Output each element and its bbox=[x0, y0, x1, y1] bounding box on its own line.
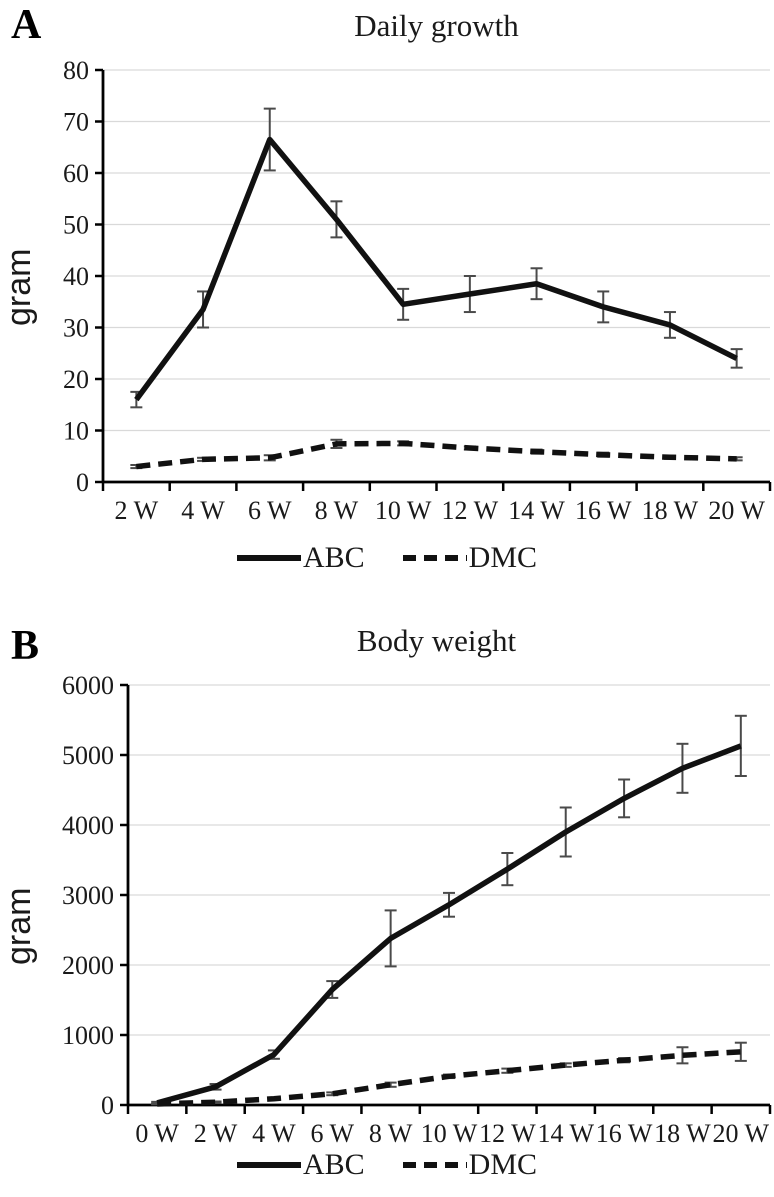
y-tick-label: 1000 bbox=[62, 1021, 114, 1050]
legend-daily-growth: ABC DMC bbox=[0, 543, 774, 573]
x-tick-label: 2 W bbox=[115, 496, 159, 525]
legend-label-abc: ABC bbox=[302, 1148, 365, 1181]
y-tick-label: 0 bbox=[101, 1091, 114, 1120]
x-tick-label: 10 W bbox=[375, 496, 432, 525]
legend-entry-dmc: DMC bbox=[402, 541, 538, 574]
chart-title-body-weight: Body weight bbox=[356, 623, 517, 658]
x-tick-label: 8 W bbox=[315, 496, 359, 525]
panel-daily-growth: A Daily growth gram 0 10 20 30 40 50 60 70 80 2 W… bbox=[0, 0, 774, 598]
x-tick-label: 2 W bbox=[194, 1119, 238, 1148]
panel-letter-b: B bbox=[11, 623, 40, 669]
series-line-dmc bbox=[157, 1049, 741, 1107]
legend-entry-abc: ABC bbox=[236, 541, 365, 574]
abc-solid-line-sample bbox=[236, 1162, 301, 1168]
chart-title-daily-growth: Daily growth bbox=[354, 8, 519, 43]
legend-body-weight: ABC DMC bbox=[0, 1150, 774, 1180]
x-tick-label: 14 W bbox=[508, 496, 565, 525]
y-tick-label: 6000 bbox=[62, 671, 114, 700]
body-weight-plot: 0 1000 2000 3000 4000 5000 6000 0 W 2 W 4 W 6 W 8 W… bbox=[62, 671, 772, 1148]
panel-letter-a: A bbox=[11, 2, 42, 48]
dmc-dashed-line-sample bbox=[402, 1162, 467, 1168]
x-tick-label: 6 W bbox=[248, 496, 292, 525]
y-tick-label: 4000 bbox=[62, 811, 114, 840]
x-tick-label: 12 W bbox=[479, 1119, 536, 1148]
x-tick-label: 12 W bbox=[442, 496, 499, 525]
x-tick-label: 20 W bbox=[713, 1119, 770, 1148]
y-tick-label: 60 bbox=[63, 159, 89, 188]
legend-entry-abc: ABC bbox=[236, 1148, 365, 1181]
x-tick-label: 16 W bbox=[575, 496, 632, 525]
y-tick-label: 20 bbox=[63, 365, 89, 394]
y-tick-label: 70 bbox=[63, 108, 89, 137]
x-tick-label: 18 W bbox=[654, 1119, 711, 1148]
y-tick-label: 80 bbox=[63, 56, 89, 85]
y-tick-label: 2000 bbox=[62, 951, 114, 980]
x-tick-label: 18 W bbox=[642, 496, 699, 525]
y-tick-label: 0 bbox=[76, 468, 89, 497]
y-tick-label: 50 bbox=[63, 211, 89, 240]
legend-label-abc: ABC bbox=[302, 541, 365, 574]
x-tick-label: 8 W bbox=[369, 1119, 413, 1148]
x-tick-label: 14 W bbox=[537, 1119, 594, 1148]
abc-solid-line-sample bbox=[236, 555, 301, 561]
x-tick-label: 16 W bbox=[596, 1119, 653, 1148]
series-line-abc bbox=[134, 136, 738, 402]
y-tick-label: 10 bbox=[63, 417, 89, 446]
y-tick-label: 5000 bbox=[62, 741, 114, 770]
x-tick-label: 4 W bbox=[252, 1119, 296, 1148]
y-tick-label: 40 bbox=[63, 262, 89, 291]
legend-entry-dmc: DMC bbox=[402, 1148, 538, 1181]
x-tick-label: 4 W bbox=[181, 496, 225, 525]
y-tick-label: 3000 bbox=[62, 881, 114, 910]
y-tick-label: 30 bbox=[63, 314, 89, 343]
legend-label-dmc: DMC bbox=[468, 1148, 538, 1181]
daily-growth-plot: 0 10 20 30 40 50 60 70 80 2 W 4 W 6 W 8 W 10 W 12 W 14 … bbox=[63, 56, 772, 525]
series-line-dmc bbox=[136, 440, 737, 470]
dmc-dashed-line-sample bbox=[402, 555, 467, 561]
legend-label-dmc: DMC bbox=[468, 541, 538, 574]
panel-body-weight: B Body weight gram 0 1000 2000 3000 4000 5000… bbox=[0, 599, 774, 1197]
x-tick-label: 10 W bbox=[421, 1119, 478, 1148]
x-tick-label: 6 W bbox=[310, 1119, 354, 1148]
x-tick-label: 20 W bbox=[708, 496, 765, 525]
x-tick-label: 0 W bbox=[135, 1119, 179, 1148]
series-line-abc bbox=[156, 743, 742, 1106]
